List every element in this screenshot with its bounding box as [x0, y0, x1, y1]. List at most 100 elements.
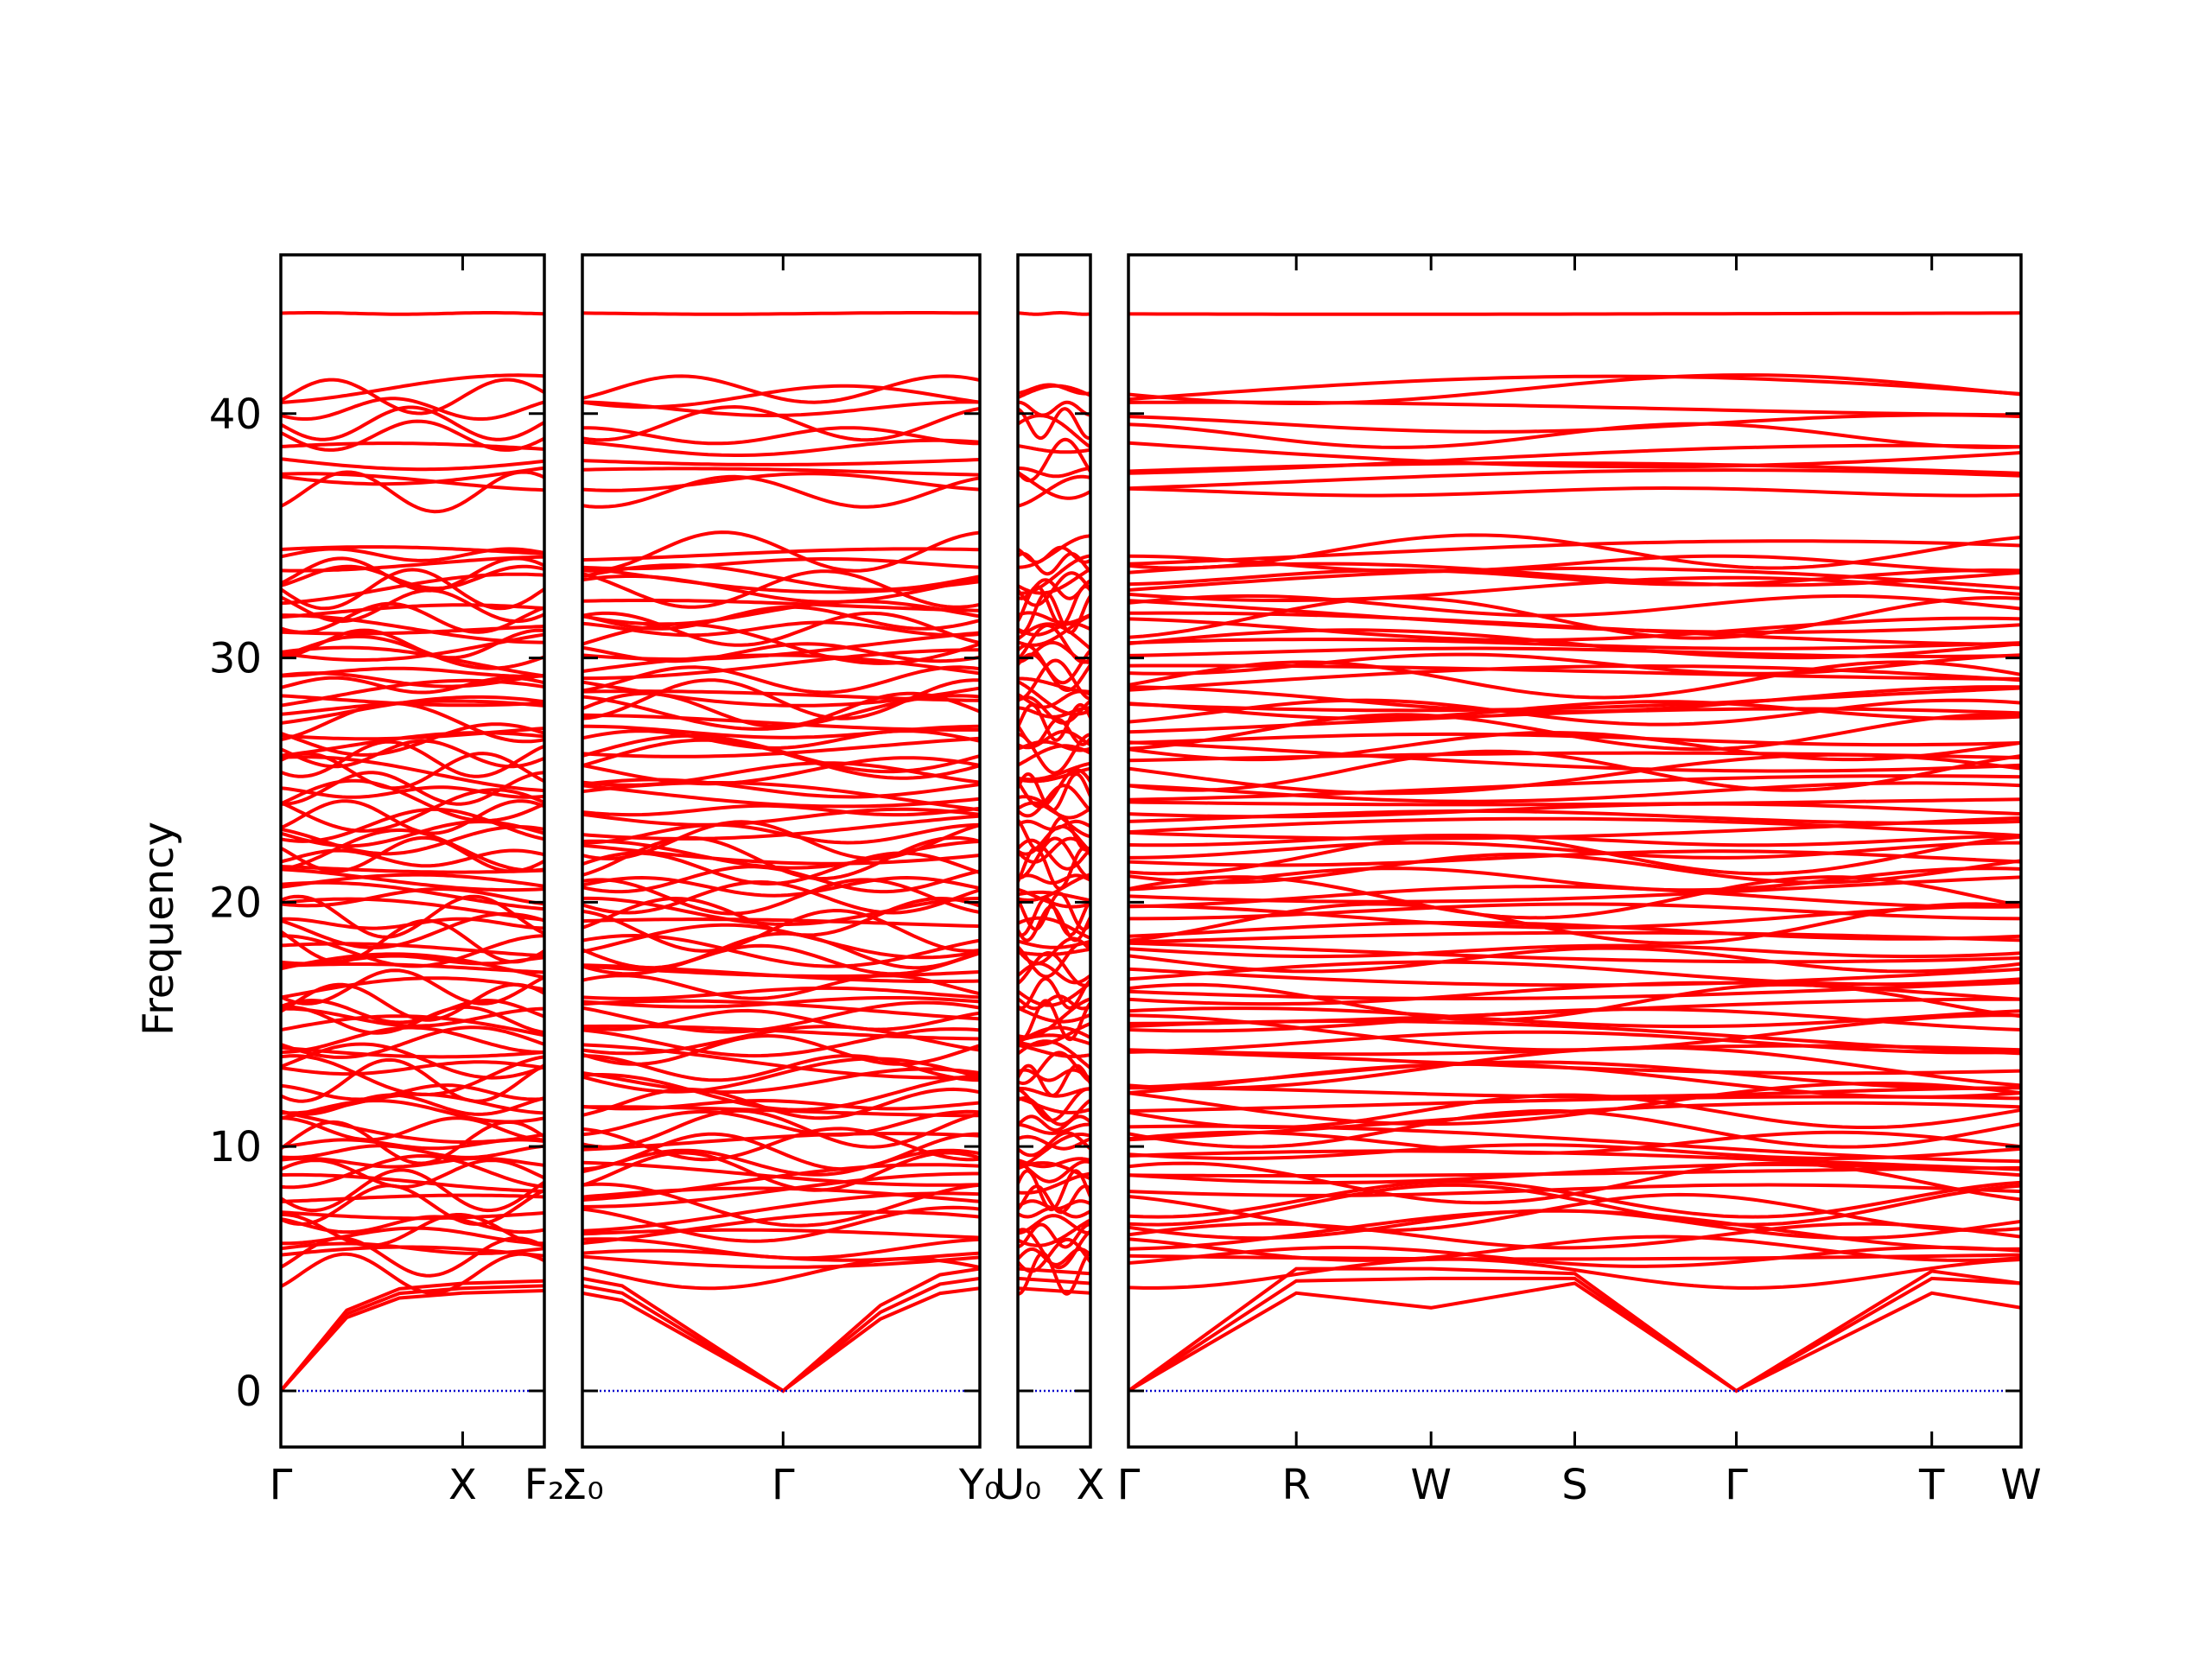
- x-tick-label: W: [2000, 1461, 2041, 1509]
- band-line: [1018, 729, 1090, 750]
- band-line: [1128, 849, 2021, 867]
- band-line: [582, 631, 980, 662]
- acoustic-band: [1018, 1266, 1090, 1276]
- band-line: [1128, 595, 2021, 640]
- band-line: [281, 887, 544, 908]
- band-line: [582, 1054, 980, 1082]
- x-tick-label: Γ: [1725, 1461, 1748, 1509]
- band-line: [1018, 676, 1090, 694]
- band-line: [582, 1254, 980, 1269]
- acoustic-band: [281, 1284, 544, 1393]
- x-tick-label: T: [1918, 1461, 1945, 1509]
- band-line: [582, 778, 980, 799]
- band-line: [281, 545, 544, 555]
- band-line: [281, 976, 544, 1000]
- band-line: [1018, 474, 1090, 508]
- acoustic-band: [1128, 1266, 2021, 1393]
- band-line: [582, 426, 980, 446]
- band-line: [1018, 1133, 1090, 1170]
- band-line: [1128, 997, 2021, 1025]
- band-line: [1128, 1165, 2021, 1177]
- band-line: [1018, 407, 1090, 441]
- band-line: [1128, 1183, 2021, 1197]
- acoustic-band: [1018, 1286, 1090, 1295]
- band-line: [1018, 1087, 1090, 1122]
- band-line: [582, 474, 980, 509]
- band-line: [582, 713, 980, 732]
- panel-frame: [581, 253, 982, 1449]
- band-line: [281, 828, 544, 873]
- band-line: [1018, 591, 1090, 634]
- band-line: [281, 722, 544, 757]
- band-line: [582, 1182, 980, 1228]
- band-line: [582, 875, 980, 898]
- band-line: [281, 397, 544, 421]
- band-line: [281, 1093, 544, 1116]
- band-line: [1018, 1122, 1090, 1135]
- band-line: [582, 1151, 980, 1192]
- band-line: [582, 943, 980, 976]
- band-line: [1128, 1183, 2021, 1227]
- band-line: [1128, 904, 2021, 930]
- band-line: [281, 378, 544, 416]
- band-line: [1128, 946, 2021, 974]
- band-line: [1128, 816, 2021, 838]
- band-line: [281, 771, 544, 806]
- band-line: [582, 996, 980, 1009]
- band-line: [1128, 616, 2021, 642]
- band-line: [1018, 1157, 1090, 1169]
- band-line: [1128, 1030, 2021, 1055]
- band-line: [1128, 698, 2021, 727]
- band-line: [1128, 441, 2021, 469]
- band-line: [281, 727, 544, 741]
- band-line: [281, 1098, 544, 1124]
- band-line: [582, 1127, 980, 1162]
- band-line: [582, 1205, 980, 1243]
- band-line: [281, 1116, 544, 1142]
- band-line: [1128, 700, 2021, 720]
- band-line: [1018, 997, 1090, 1039]
- x-tick-label: Γ: [1117, 1461, 1141, 1509]
- band-line: [1128, 960, 2021, 987]
- band-line: [1128, 686, 2021, 713]
- band-line: [582, 736, 980, 759]
- band-line: [1018, 1134, 1090, 1151]
- panel-1: Γ X F₂ 0 10 20 30 40: [209, 253, 565, 1509]
- x-tick-label: X: [448, 1461, 477, 1509]
- x-tick-label: S: [1561, 1461, 1587, 1509]
- band-line: [582, 665, 980, 695]
- band-line: [281, 807, 544, 843]
- band-line: [1128, 967, 2021, 987]
- band-line: [582, 1132, 980, 1171]
- band-line: [1018, 981, 1090, 1007]
- band-line: [281, 739, 544, 769]
- band-line: [582, 917, 980, 929]
- y-tick-label: 20: [209, 879, 262, 927]
- x-tick-label: F₂: [524, 1461, 565, 1509]
- band-line: [1128, 663, 2021, 692]
- band-line: [1018, 400, 1090, 417]
- acoustic-band: [281, 1289, 544, 1393]
- band-line: [1128, 1161, 2021, 1205]
- band-line: [582, 1237, 980, 1260]
- band-line: [281, 405, 544, 441]
- band-lines: [1128, 311, 2021, 1393]
- band-line: [1018, 702, 1090, 742]
- band-line: [582, 1043, 980, 1080]
- band-line: [1128, 374, 2021, 402]
- band-line: [281, 785, 544, 799]
- band-line: [1128, 554, 2021, 574]
- band-line: [1018, 1006, 1090, 1024]
- band-line: [1018, 1131, 1090, 1158]
- band-line: [1018, 744, 1090, 767]
- band-line: [281, 1168, 544, 1213]
- band-line: [1018, 892, 1090, 931]
- band-line: [1128, 533, 2021, 570]
- band-line: [1128, 599, 2021, 634]
- band-line: [281, 676, 544, 695]
- band-line: [582, 599, 980, 613]
- band-line: [1018, 873, 1090, 902]
- band-line: [1018, 644, 1090, 685]
- acoustic-band: [582, 1266, 980, 1393]
- band-line: [281, 954, 544, 966]
